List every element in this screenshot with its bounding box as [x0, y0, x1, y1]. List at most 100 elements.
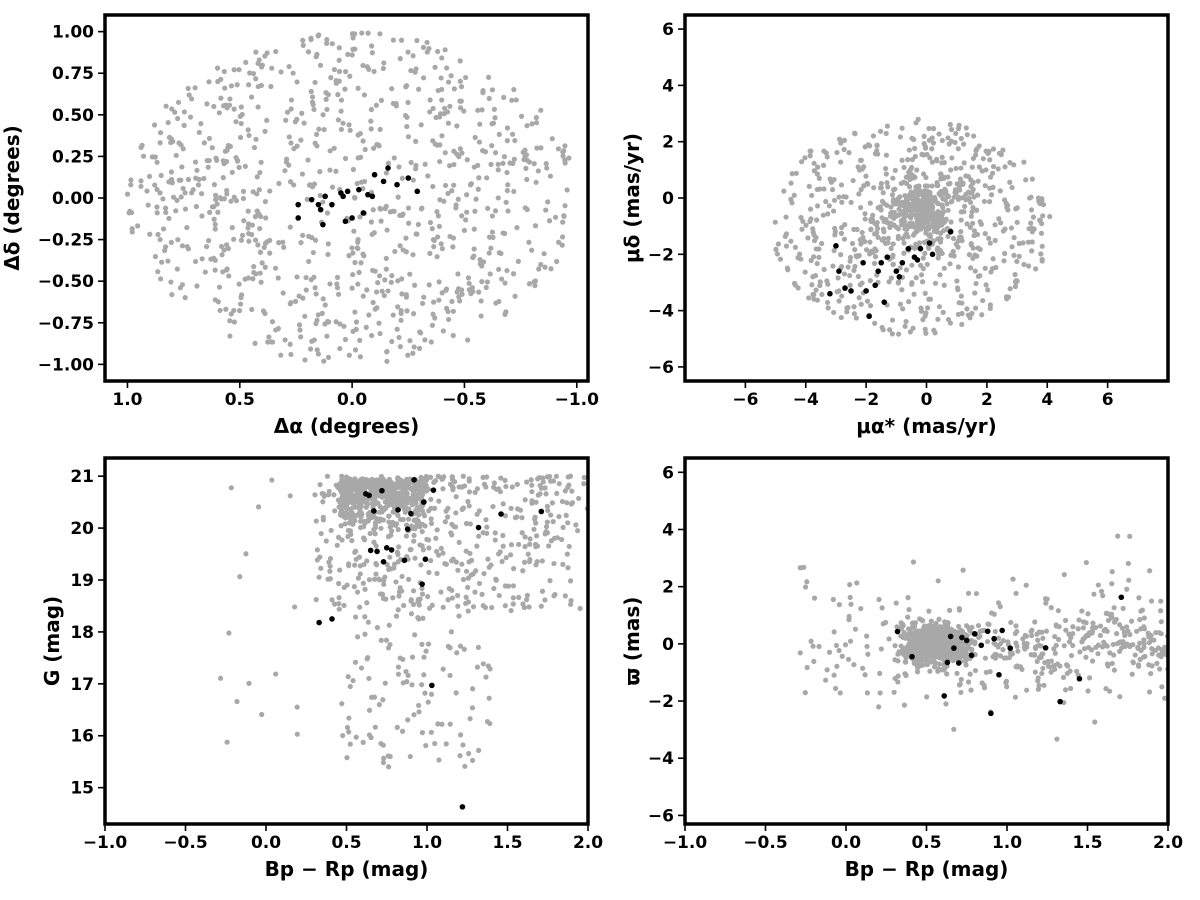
field-star-point	[457, 753, 463, 759]
field-star-point	[384, 349, 390, 355]
field-star-point	[275, 275, 281, 281]
field-star-point	[858, 157, 865, 163]
field-star-point	[896, 279, 902, 285]
field-star-point	[1107, 688, 1113, 694]
field-star-point	[436, 279, 442, 285]
field-star-point	[383, 637, 390, 643]
field-star-point	[963, 655, 969, 662]
field-star-point	[819, 291, 825, 298]
field-star-point	[212, 226, 218, 232]
field-star-point	[181, 122, 187, 128]
field-star-point	[1158, 598, 1164, 604]
field-star-point	[774, 251, 781, 257]
field-star-point	[471, 246, 477, 252]
field-star-point	[934, 182, 940, 189]
field-star-point	[900, 634, 906, 640]
member-star-point	[866, 313, 872, 320]
field-star-point	[228, 198, 234, 204]
field-star-point	[876, 704, 882, 710]
field-star-point	[449, 558, 455, 564]
field-star-point	[941, 174, 947, 180]
field-star-point	[181, 109, 187, 115]
field-star-point	[1025, 263, 1032, 269]
field-star-point	[455, 286, 462, 292]
field-star-point	[1053, 623, 1059, 629]
field-star-point	[254, 208, 260, 215]
field-star-point	[223, 102, 229, 108]
field-star-point	[493, 300, 499, 306]
field-star-point	[985, 287, 991, 293]
field-star-point	[213, 155, 219, 161]
field-star-point	[175, 237, 181, 243]
field-star-point	[529, 482, 535, 488]
field-star-point	[357, 337, 363, 343]
field-star-point	[900, 235, 906, 242]
field-star-point	[821, 186, 827, 192]
member-star-point	[367, 547, 374, 554]
field-star-point	[933, 654, 939, 660]
field-star-point	[508, 505, 514, 511]
field-star-point	[1035, 637, 1041, 643]
x-tick-label: 0	[921, 390, 933, 410]
field-star-point	[355, 281, 361, 287]
field-star-point	[314, 131, 320, 138]
field-star-point	[384, 358, 390, 364]
field-star-point	[880, 327, 886, 333]
member-star-point	[875, 268, 881, 275]
field-star-point	[342, 86, 348, 92]
field-star-point	[502, 513, 509, 519]
field-star-point	[888, 245, 894, 252]
field-star-point	[286, 63, 292, 70]
field-star-point	[340, 120, 346, 126]
y-tick-label: 20	[70, 519, 94, 539]
field-star-point	[457, 146, 463, 152]
field-star-point	[484, 718, 491, 725]
field-star-point	[457, 78, 463, 84]
field-star-point	[371, 68, 377, 75]
field-star-point	[479, 263, 485, 269]
field-star-point	[983, 282, 989, 288]
field-star-point	[1067, 685, 1074, 692]
field-star-point	[378, 97, 385, 103]
field-star-point	[392, 248, 398, 255]
field-star-point	[411, 344, 417, 350]
field-star-point	[362, 146, 368, 153]
field-star-point	[524, 176, 530, 183]
field-star-point	[1100, 593, 1106, 599]
field-star-point	[259, 711, 265, 718]
field-star-point	[816, 643, 822, 650]
field-star-point	[992, 237, 998, 244]
field-star-point	[458, 84, 465, 90]
field-star-point	[331, 492, 337, 498]
field-star-point	[909, 280, 915, 286]
member-star-point	[842, 285, 848, 291]
field-star-point	[1025, 239, 1031, 245]
field-star-point	[957, 234, 963, 240]
field-star-point	[396, 593, 402, 599]
field-star-point	[342, 336, 349, 343]
field-star-point	[206, 79, 212, 85]
field-star-point	[335, 117, 341, 123]
y-tick-label: −0.50	[38, 272, 94, 292]
field-star-point	[329, 597, 335, 603]
field-star-point	[955, 311, 961, 318]
field-star-point	[405, 516, 412, 522]
field-star-point	[1122, 643, 1128, 650]
field-star-point	[168, 169, 175, 175]
field-star-point	[267, 250, 273, 256]
field-star-point	[257, 249, 264, 255]
field-star-point	[903, 213, 909, 219]
field-star-point	[958, 676, 964, 683]
y-tick-label: 1.00	[52, 23, 94, 43]
field-star-point	[321, 358, 327, 364]
field-star-point	[377, 577, 383, 583]
field-star-point	[971, 194, 977, 200]
field-star-point	[852, 247, 858, 253]
field-star-point	[951, 726, 957, 732]
field-star-point	[863, 247, 870, 253]
field-star-point	[421, 511, 427, 517]
field-star-point	[449, 298, 455, 305]
field-star-point	[1039, 196, 1045, 202]
field-star-point	[1047, 213, 1053, 220]
field-star-point	[342, 155, 349, 162]
